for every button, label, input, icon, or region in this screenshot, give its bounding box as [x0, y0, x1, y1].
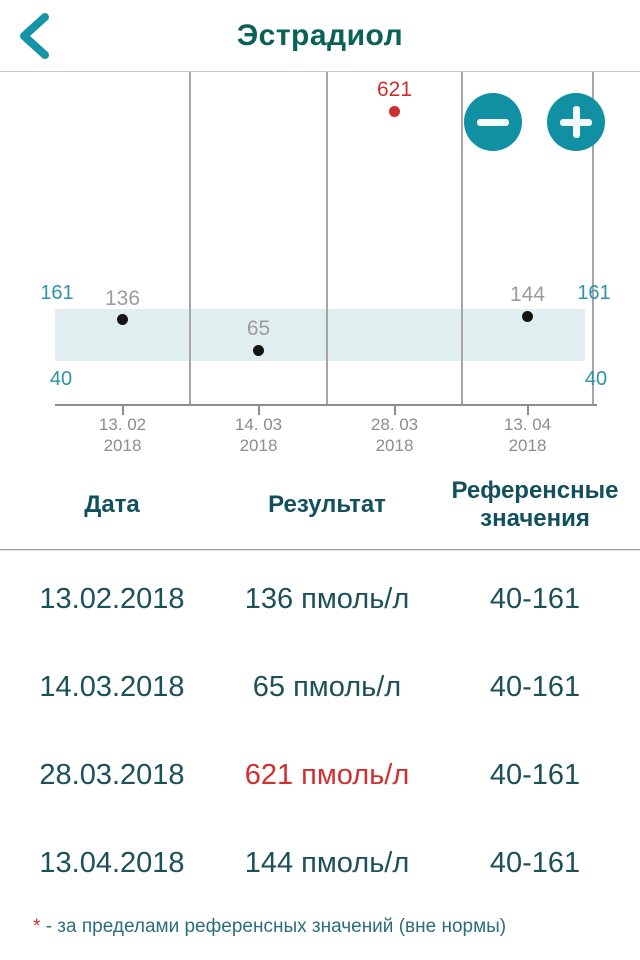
col-header-date: Дата: [84, 490, 140, 518]
cell-date: 14.03.2018: [39, 670, 185, 703]
cell-range: 40-161: [489, 846, 581, 879]
ref-label-high-left: 161: [40, 282, 74, 304]
data-point: [117, 314, 128, 326]
chevron-left-icon: [15, 10, 53, 62]
axis-tick: [393, 406, 396, 415]
x-axis-label: 14. 03 2018: [199, 414, 319, 456]
table-row: 28.03.2018 621 пмоль/л 40-161: [0, 731, 640, 819]
cell-result: 65 пмоль/л: [252, 670, 402, 703]
gridline: [189, 72, 191, 404]
ref-label-high-right: 161: [577, 282, 611, 304]
data-point-label: 136: [104, 286, 141, 310]
zoom-out-button[interactable]: [464, 93, 522, 151]
gridline: [326, 72, 328, 404]
cell-date: 13.02.2018: [39, 582, 185, 615]
axis-tick: [257, 406, 260, 415]
data-point: [253, 344, 264, 356]
data-point-label: 144: [509, 283, 546, 307]
cell-result: 136 пмоль/л: [244, 582, 410, 615]
ref-label-low-right: 40: [584, 368, 608, 390]
chart: 161 161 40 40 13. 02 2018 136 14. 03 2018 65 28. 0…: [0, 72, 640, 460]
x-axis-label-line2: 2018: [375, 436, 414, 455]
data-point: [389, 105, 400, 117]
cell-date: 13.04.2018: [39, 846, 185, 879]
cell-range: 40-161: [489, 670, 581, 703]
page-title: Эстрадиол: [236, 19, 404, 52]
x-axis-label-line2: 2018: [239, 436, 278, 455]
axis-tick: [121, 406, 124, 415]
header: Эстрадиол: [0, 0, 640, 72]
gridline: [461, 72, 463, 404]
cell-range: 40-161: [489, 758, 581, 791]
x-axis-label-line2: 2018: [508, 436, 547, 455]
gridline: [592, 72, 594, 404]
reference-band: [55, 309, 585, 361]
cell-range: 40-161: [489, 582, 581, 615]
footnote: * - за пределами референсных значений (в…: [33, 916, 623, 938]
x-axis-label-line2: 2018: [103, 436, 142, 455]
x-axis-label: 13. 04 2018: [468, 414, 588, 456]
back-button[interactable]: [6, 4, 62, 68]
ref-label-low-left: 40: [49, 368, 73, 390]
col-header-result: Результат: [268, 490, 386, 518]
footnote-marker: *: [33, 916, 41, 937]
footnote-text: - за пределами референсных значений (вне…: [45, 916, 507, 937]
data-point-label: 65: [246, 317, 271, 341]
x-axis-label-line1: 14. 03: [234, 415, 283, 434]
zoom-in-button[interactable]: [547, 93, 605, 151]
col-header-range: Референсные значения: [451, 476, 619, 532]
table-row: 13.02.2018 136 пмоль/л 40-161: [0, 555, 640, 643]
axis-tick: [526, 406, 529, 415]
cell-date: 28.03.2018: [39, 758, 185, 791]
table-row: 14.03.2018 65 пмоль/л 40-161: [0, 643, 640, 731]
data-point-label: 621: [376, 78, 413, 102]
x-axis-label: 28. 03 2018: [335, 414, 455, 456]
x-axis-label-line1: 13. 02: [98, 415, 147, 434]
plus-icon: [572, 106, 580, 138]
x-axis-label: 13. 02 2018: [63, 414, 183, 456]
table-row: 13.04.2018 144 пмоль/л 40-161: [0, 819, 640, 907]
x-axis-label-line1: 13. 04: [503, 415, 552, 434]
x-axis: [55, 404, 597, 406]
x-axis-label-line1: 28. 03: [370, 415, 419, 434]
cell-result: 144 пмоль/л: [244, 846, 410, 879]
cell-result: 621 пмоль/л: [244, 758, 410, 791]
results-header-row: Дата Результат Референсные значения: [0, 460, 640, 549]
data-point: [522, 310, 533, 322]
results-table-body: 13.02.2018 136 пмоль/л 40-161 14.03.2018 65 …: [0, 550, 640, 907]
minus-icon: [477, 118, 509, 126]
table-divider: [0, 549, 640, 551]
